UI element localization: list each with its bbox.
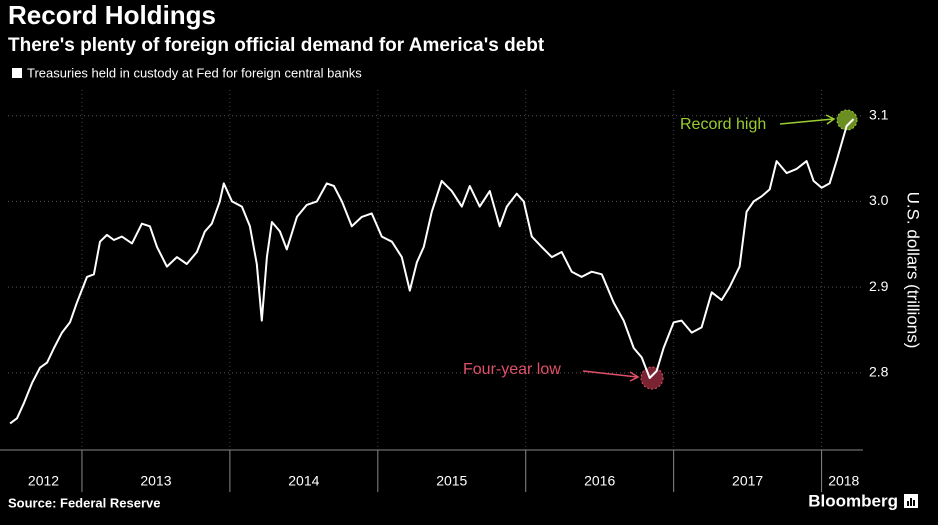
annotation-arrow [779, 114, 836, 125]
annotation-marker [640, 366, 664, 390]
chart-subtitle: There's plenty of foreign official deman… [8, 35, 545, 56]
brand: Bloomberg [808, 491, 898, 510]
annotation: Four-year low [463, 361, 561, 378]
x-tick-label: 2017 [732, 473, 763, 489]
legend-swatch [12, 68, 22, 78]
x-tick-label: 2018 [828, 473, 859, 489]
legend-label: Treasuries held in custody at Fed for fo… [27, 65, 362, 80]
x-tick-label: 2013 [140, 473, 171, 489]
annotation-arrow [582, 370, 640, 382]
y-tick-label: 3.1 [869, 106, 889, 122]
source: Source: Federal Reserve [8, 495, 160, 510]
x-tick-label: 2012 [28, 473, 59, 489]
brand-icon [904, 494, 918, 508]
y-tick-label: 3.0 [869, 192, 889, 208]
x-tick-label: 2016 [584, 473, 615, 489]
x-tick-label: 2014 [288, 473, 319, 489]
y-axis-label: U.S. dollars (trillions) [904, 192, 923, 349]
data-line [9, 118, 855, 425]
y-tick-label: 2.8 [869, 364, 889, 380]
y-tick-label: 2.9 [869, 278, 889, 294]
annotation: Record high [680, 116, 766, 133]
x-tick-label: 2015 [436, 473, 467, 489]
annotation-marker [836, 109, 858, 131]
chart-title: Record Holdings [8, 0, 216, 30]
